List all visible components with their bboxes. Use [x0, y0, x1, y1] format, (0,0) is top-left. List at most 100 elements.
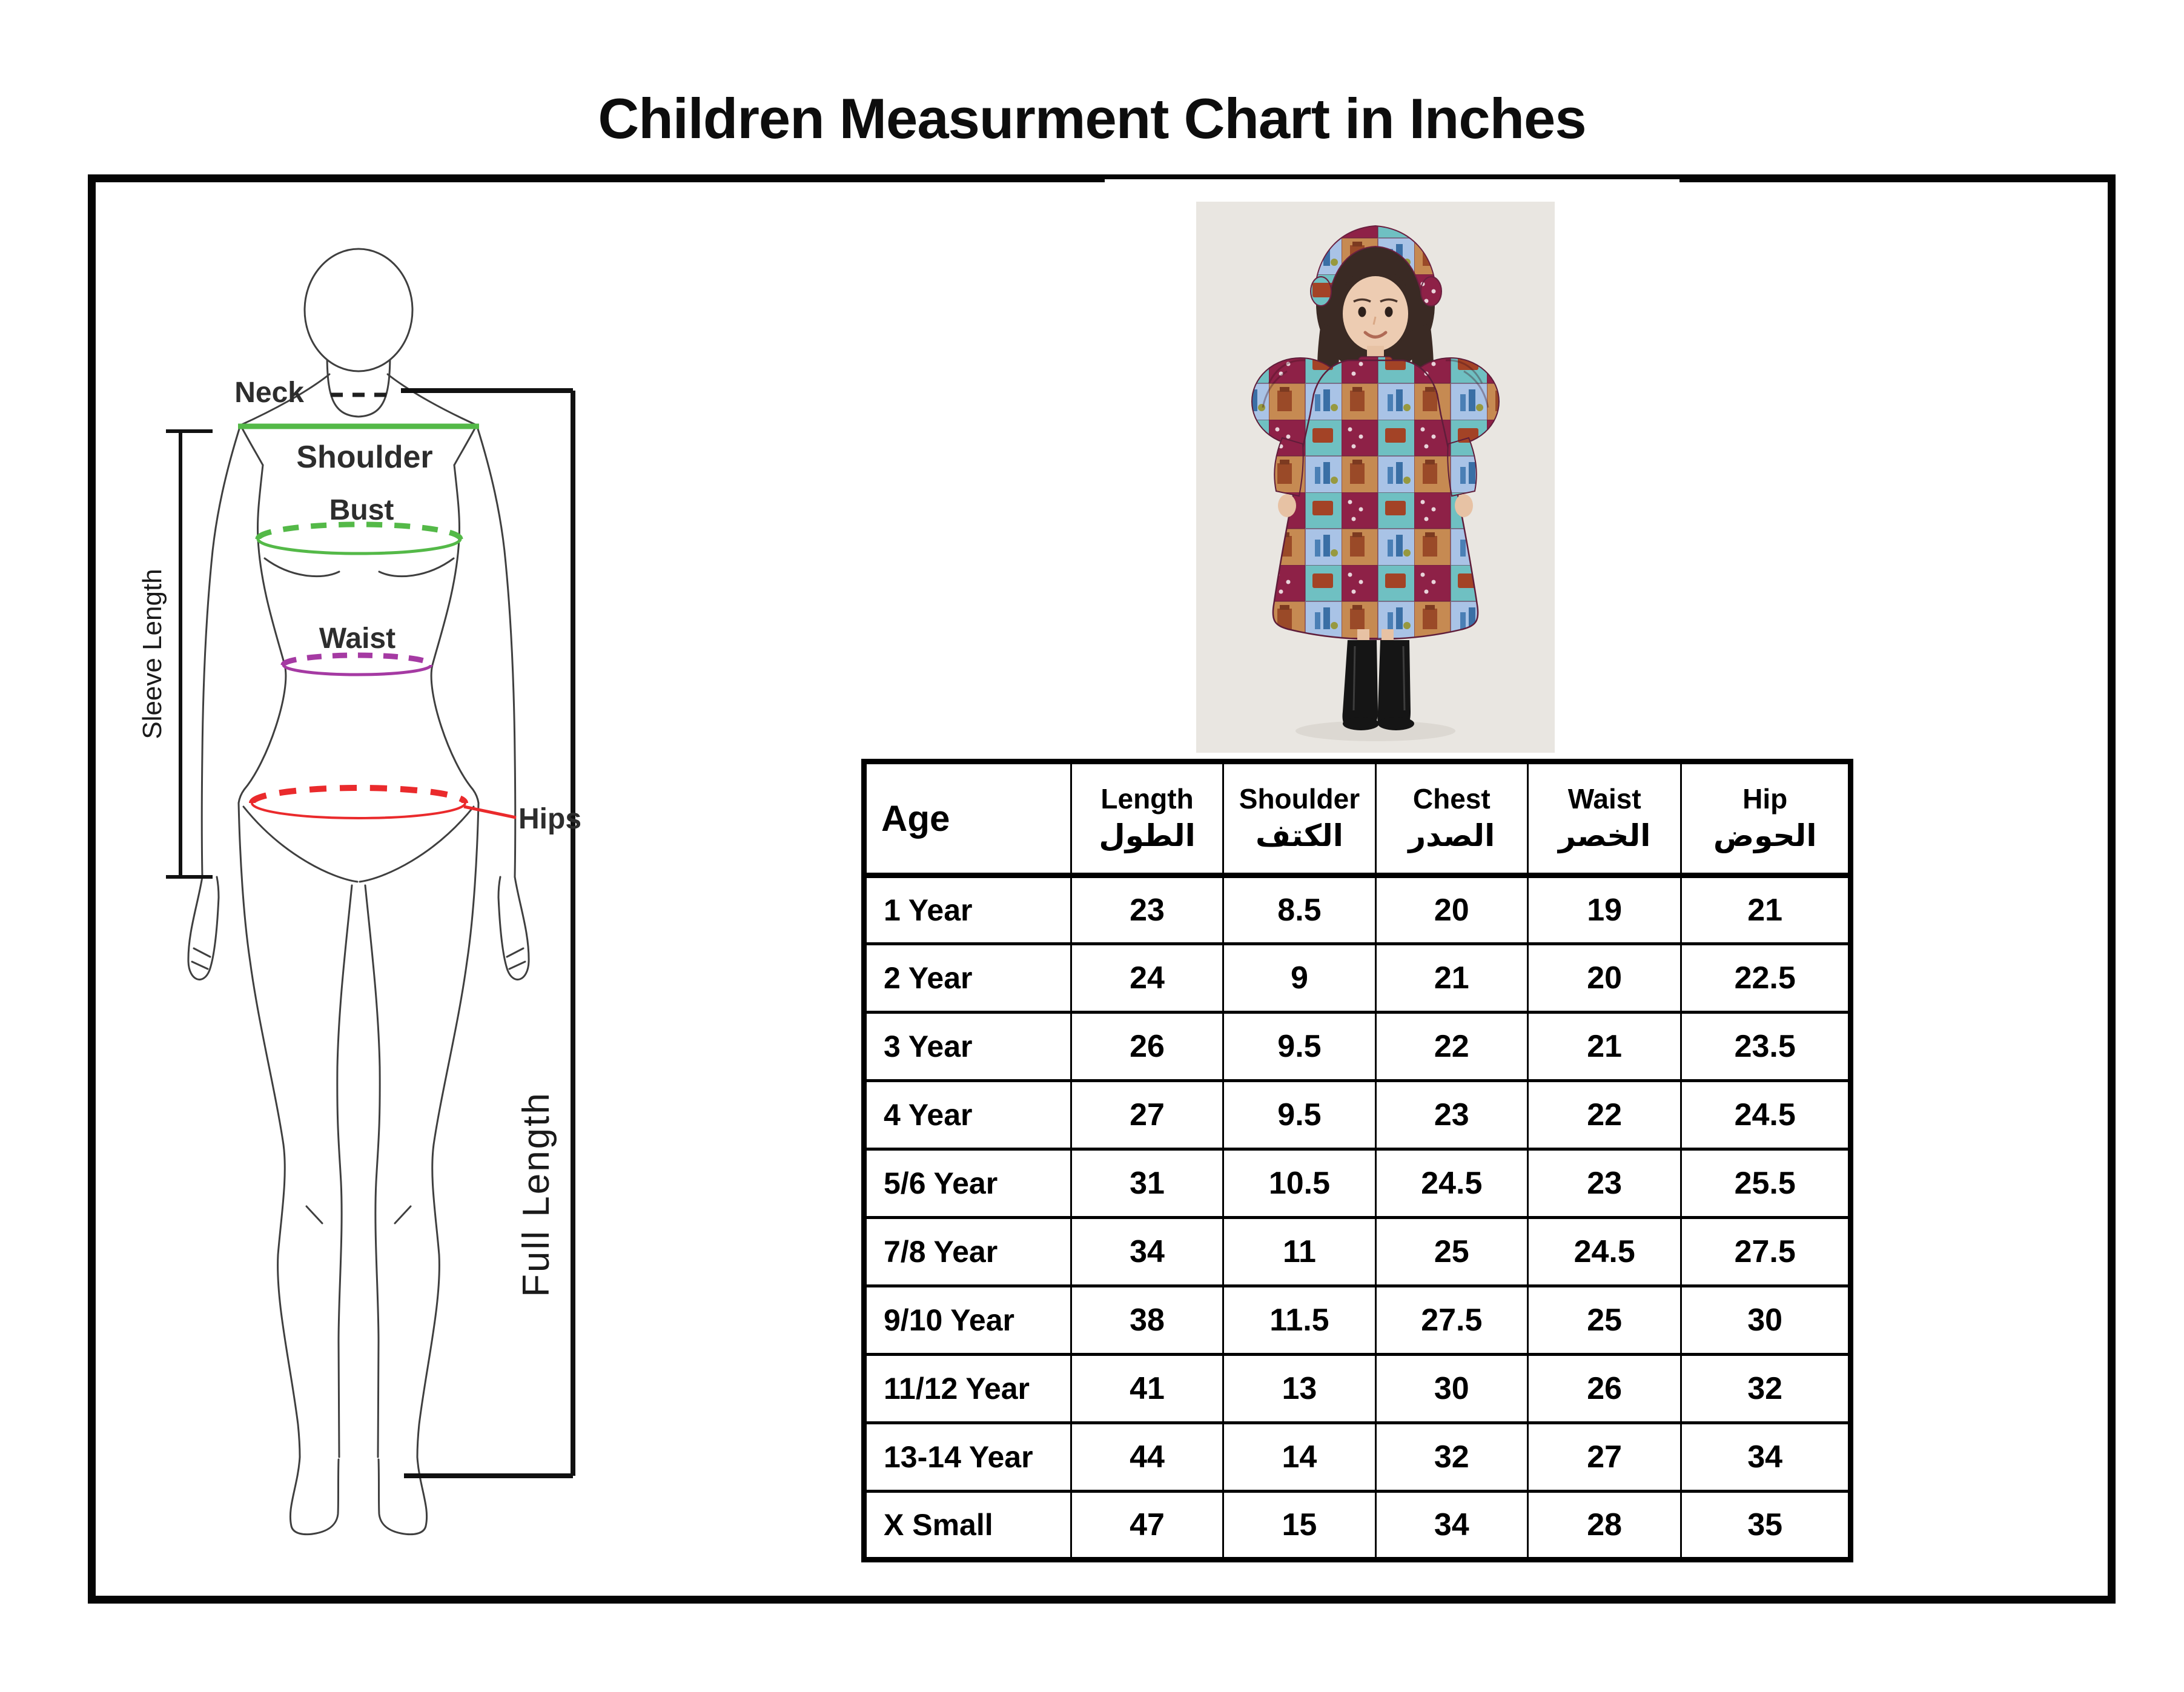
bust-line	[255, 521, 463, 555]
column-header-shoulder: Shoulder الكتف	[1222, 760, 1377, 878]
full-length-bracket	[401, 388, 575, 1478]
age-cell: 3 Year	[863, 1011, 1072, 1082]
measurement-figure: Neck Shoulder Bust Waist Hips Sleeve Len…	[137, 248, 581, 1536]
sleeve-length-bracket	[166, 429, 213, 879]
hip-value-cell: 35	[1680, 1490, 1851, 1561]
age-cell: 9/10 Year	[863, 1284, 1072, 1356]
chest-value-cell: 25	[1374, 1216, 1529, 1287]
hip-value-cell: 34	[1680, 1421, 1851, 1493]
column-header-hip: Hip الحوض	[1680, 760, 1851, 878]
column-header-waist: Waist الخصر	[1526, 760, 1683, 878]
page-title: Children Measurment Chart in Inches	[598, 87, 1586, 150]
shoulder-label: Shoulder	[296, 440, 432, 475]
shoulder-value-cell: 11.5	[1222, 1284, 1377, 1356]
age-cell: 5/6 Year	[863, 1148, 1072, 1219]
age-cell: 4 Year	[863, 1079, 1072, 1151]
chest-value-cell: 21	[1374, 942, 1529, 1014]
hip-value-cell: 23.5	[1680, 1011, 1851, 1082]
chest-value-cell: 23	[1374, 1079, 1529, 1151]
column-header-en: Length	[1100, 783, 1194, 815]
waist-label: Waist	[319, 623, 395, 655]
column-header-ar: الخصر	[1558, 818, 1651, 853]
shoulder-value-cell: 9.5	[1222, 1079, 1377, 1151]
column-header-length: Length الطول	[1070, 760, 1225, 878]
chest-value-cell: 32	[1374, 1421, 1529, 1493]
waist-value-cell: 24.5	[1526, 1216, 1683, 1287]
hip-value-cell: 32	[1680, 1353, 1851, 1424]
shoulder-value-cell: 8.5	[1222, 874, 1377, 945]
chest-value-cell: 20	[1374, 874, 1529, 945]
shoulder-value-cell: 15	[1222, 1490, 1377, 1561]
table-row: 11/12 Year 41 13 30 26 32	[863, 1353, 1851, 1424]
shoulder-value-cell: 9.5	[1222, 1011, 1377, 1082]
hip-value-cell: 30	[1680, 1284, 1851, 1356]
column-header-en: Shoulder	[1239, 783, 1360, 815]
waist-value-cell: 22	[1526, 1079, 1683, 1151]
size-table-head-row: Age Length الطول Shoulder الكتف Chest الصدر Wai…	[863, 760, 1851, 878]
column-header-en: Chest	[1412, 783, 1491, 815]
shoulder-value-cell: 9	[1222, 942, 1377, 1014]
column-header-ar: الكتف	[1255, 818, 1343, 853]
age-cell: 2 Year	[863, 942, 1072, 1014]
age-cell: 1 Year	[863, 874, 1072, 945]
waist-value-cell: 23	[1526, 1148, 1683, 1219]
length-value-cell: 44	[1070, 1421, 1225, 1493]
length-value-cell: 41	[1070, 1353, 1225, 1424]
table-row: 2 Year 24 9 21 20 22.5	[863, 942, 1851, 1014]
size-table: Age Length الطول Shoulder الكتف Chest الصدر Wai…	[861, 759, 1853, 1562]
chest-value-cell: 24.5	[1374, 1148, 1529, 1219]
length-value-cell: 47	[1070, 1490, 1225, 1561]
waist-value-cell: 26	[1526, 1353, 1683, 1424]
length-value-cell: 31	[1070, 1148, 1225, 1219]
table-row: 3 Year 26 9.5 22 21 23.5	[863, 1011, 1851, 1082]
table-row: 7/8 Year 34 11 25 24.5 27.5	[863, 1216, 1851, 1287]
model-girl	[1251, 225, 1500, 730]
chest-value-cell: 22	[1374, 1011, 1529, 1082]
bust-label: Bust	[329, 494, 394, 526]
column-header-en: Waist	[1567, 783, 1641, 815]
column-header-ar: الطول	[1099, 818, 1196, 853]
table-row: 9/10 Year 38 11.5 27.5 25 30	[863, 1284, 1851, 1356]
table-row: 4 Year 27 9.5 23 22 24.5	[863, 1079, 1851, 1151]
boots	[1342, 640, 1414, 730]
hips-line	[249, 785, 517, 819]
hips-label: Hips	[518, 803, 581, 835]
column-header-en: Hip	[1742, 783, 1788, 815]
table-row: 5/6 Year 31 10.5 24.5 23 25.5	[863, 1148, 1851, 1219]
chest-value-cell: 34	[1374, 1490, 1529, 1561]
length-value-cell: 26	[1070, 1011, 1225, 1082]
column-header-ar: الصدر	[1408, 818, 1495, 853]
table-row: 1 Year 23 8.5 20 19 21	[863, 874, 1851, 945]
length-value-cell: 23	[1070, 874, 1225, 945]
size-table-body: 1 Year 23 8.5 20 19 21 2 Year 24 9 21 20 22.5 3 Year…	[863, 874, 1851, 1561]
chest-value-cell: 27.5	[1374, 1284, 1529, 1356]
shoulder-value-cell: 13	[1222, 1353, 1377, 1424]
waist-value-cell: 20	[1526, 942, 1683, 1014]
hip-value-cell: 22.5	[1680, 942, 1851, 1014]
sleeve-length-label: Sleeve Length	[137, 569, 167, 739]
length-value-cell: 24	[1070, 942, 1225, 1014]
shoulder-value-cell: 10.5	[1222, 1148, 1377, 1219]
age-cell: 13-14 Year	[863, 1421, 1072, 1493]
length-value-cell: 27	[1070, 1079, 1225, 1151]
column-header-age: Age	[863, 760, 1072, 878]
full-length-label: Full Length	[515, 1091, 557, 1297]
body-outline	[187, 248, 530, 1536]
waist-value-cell: 21	[1526, 1011, 1683, 1082]
table-row: 13-14 Year 44 14 32 27 34	[863, 1421, 1851, 1493]
face	[1343, 276, 1408, 351]
model-photo	[1196, 202, 1555, 753]
shoulder-value-cell: 14	[1222, 1421, 1377, 1493]
neck-label: Neck	[234, 377, 304, 409]
table-row: X Small 47 15 34 28 35	[863, 1490, 1851, 1561]
column-header-chest: Chest الصدر	[1374, 760, 1529, 878]
waist-value-cell: 25	[1526, 1284, 1683, 1356]
hip-value-cell: 21	[1680, 874, 1851, 945]
waist-value-cell: 27	[1526, 1421, 1683, 1493]
age-cell: 7/8 Year	[863, 1216, 1072, 1287]
length-value-cell: 34	[1070, 1216, 1225, 1287]
hip-value-cell: 27.5	[1680, 1216, 1851, 1287]
waist-line	[280, 652, 434, 676]
length-value-cell: 38	[1070, 1284, 1225, 1356]
